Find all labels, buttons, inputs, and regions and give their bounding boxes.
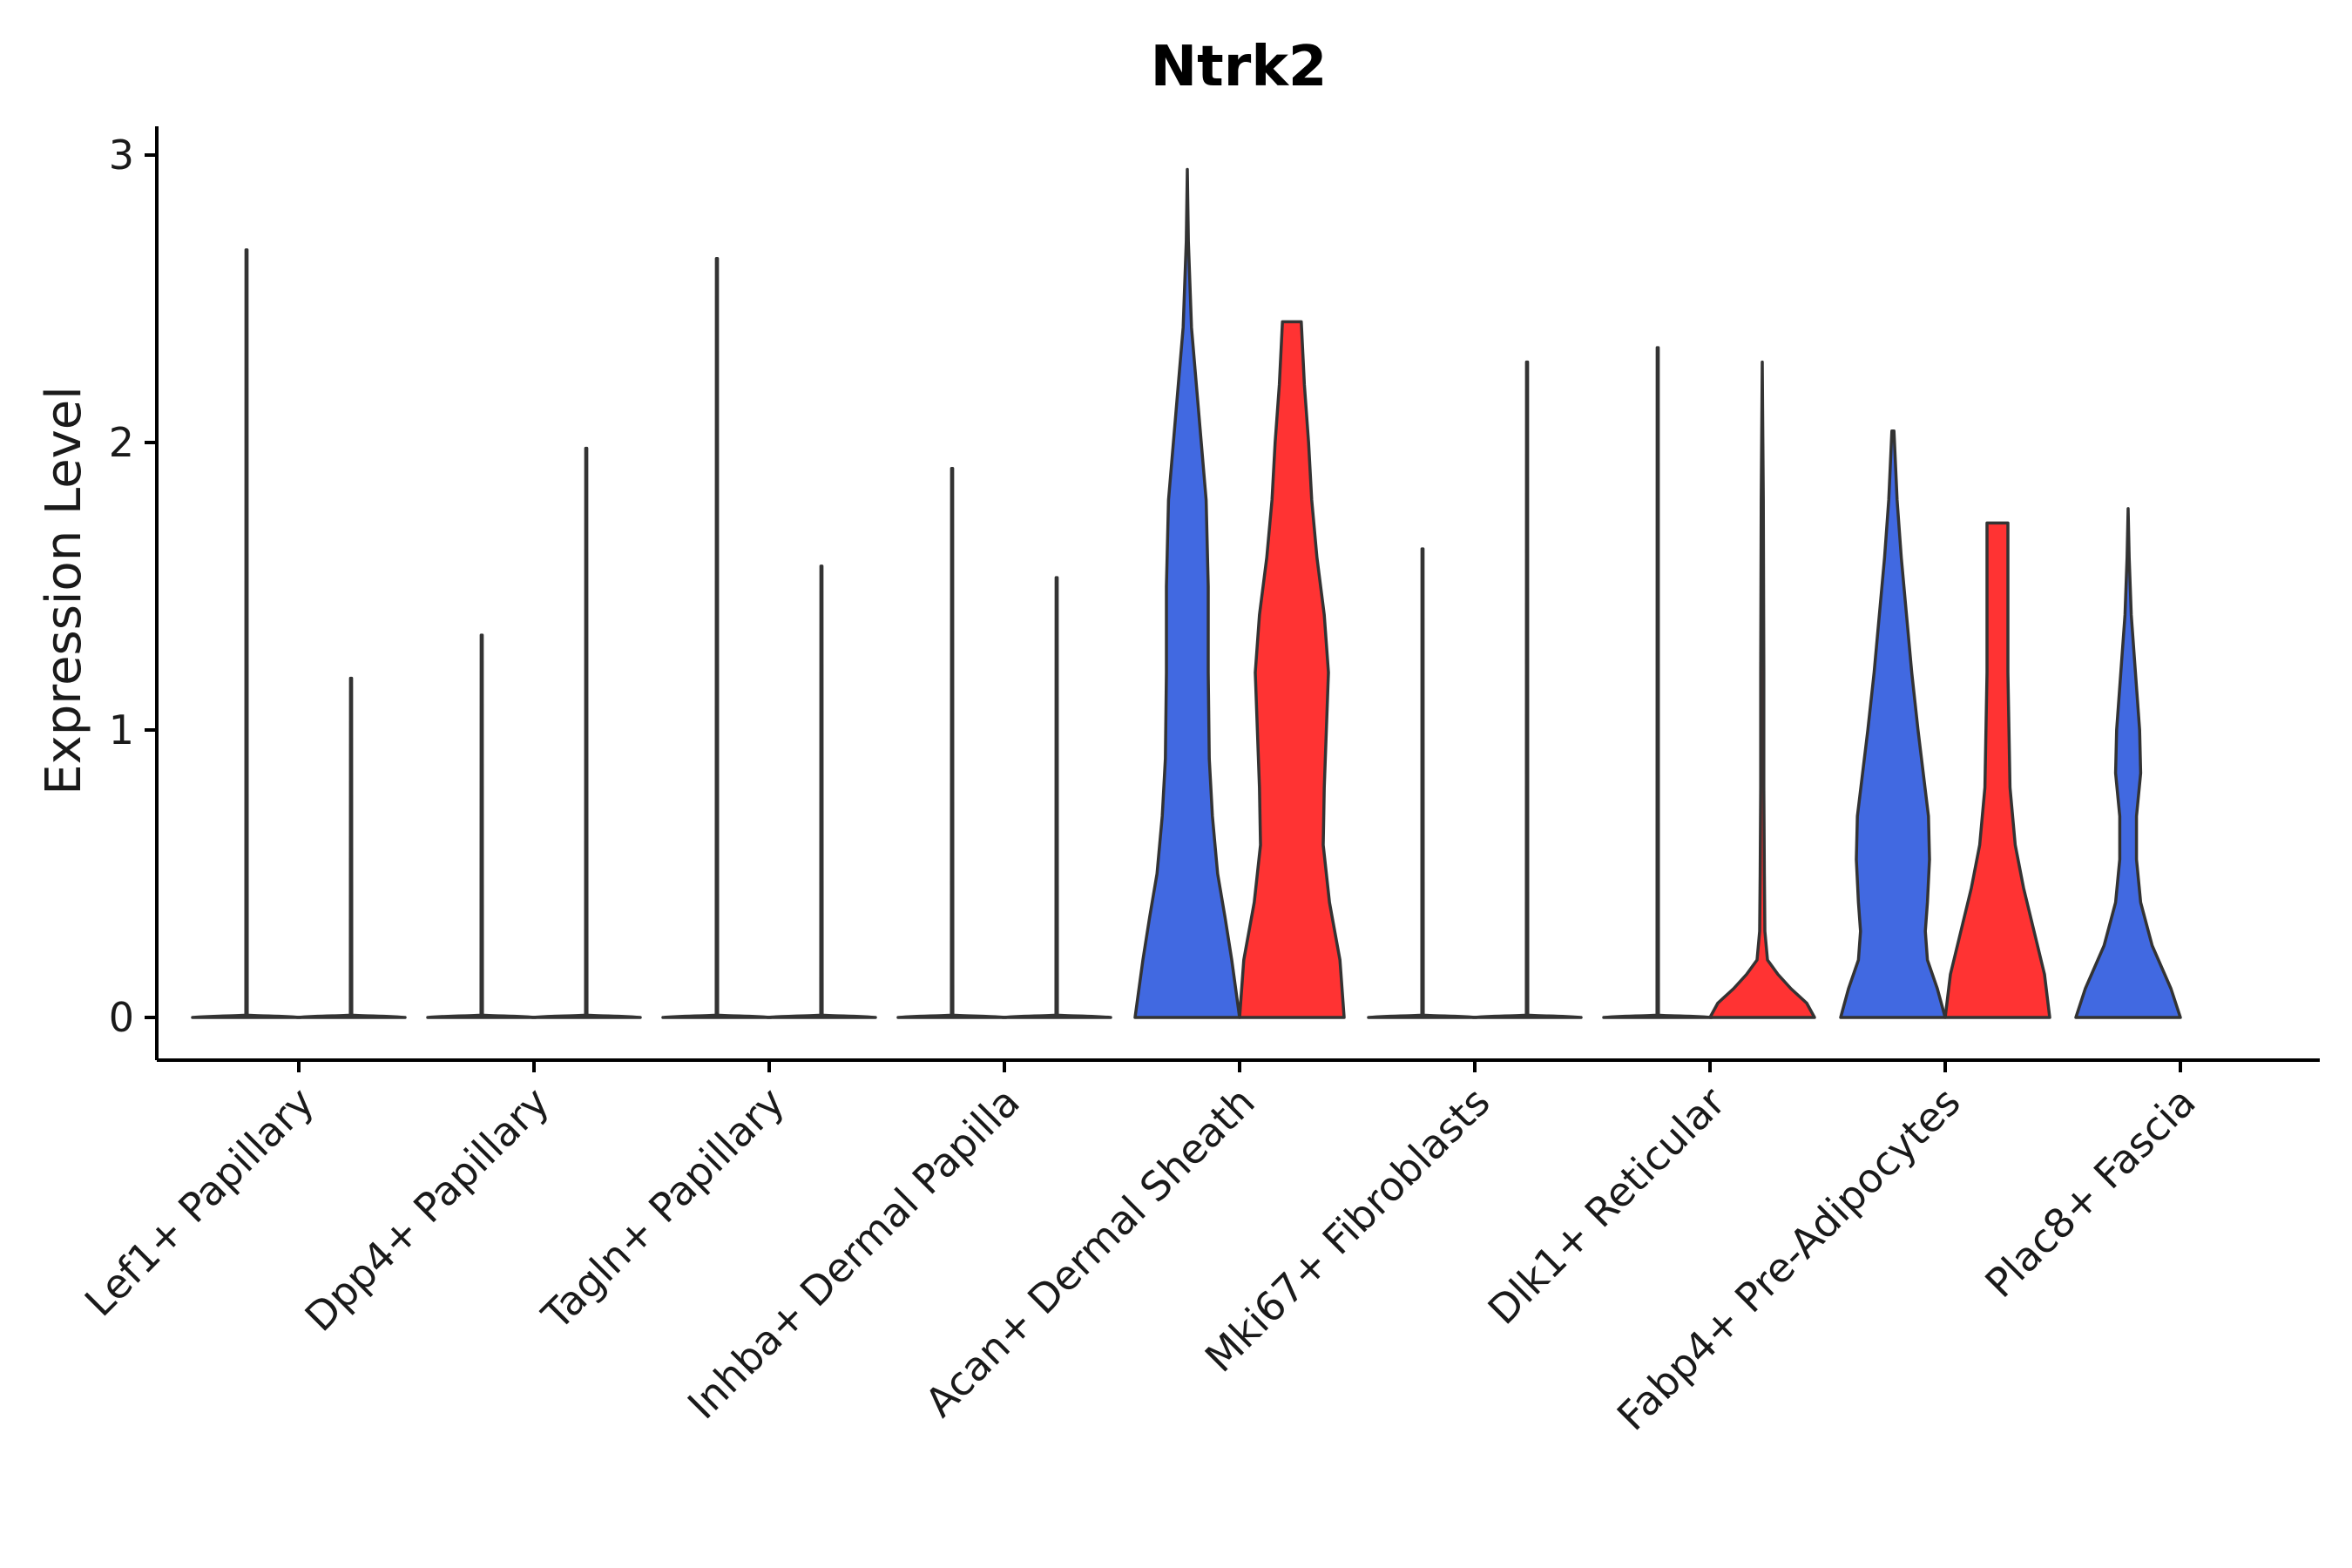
violin-b-3 [1001, 576, 1112, 1019]
y-tick-label: 2 [109, 419, 134, 466]
violin-a-8 [2074, 507, 2182, 1019]
y-tick-label: 3 [109, 132, 134, 179]
violin-b-1 [531, 446, 642, 1019]
violin-a-4 [1133, 167, 1241, 1019]
violin-a-7 [1839, 429, 1947, 1019]
y-tick-label: 1 [109, 706, 134, 754]
y-ticks: 0 1 2 3 [109, 132, 157, 1041]
violin-a-2 [661, 257, 773, 1019]
x-tick-label: Dpp4+ Papillary [296, 1078, 558, 1341]
y-axis-label: Expression Level [36, 386, 92, 795]
violin-b-5 [1471, 360, 1583, 1019]
x-tick-label: Lef1+ Papillary [76, 1078, 323, 1326]
violin-b-6 [1708, 360, 1816, 1019]
violin-group [191, 167, 2182, 1019]
violin-a-1 [426, 633, 537, 1019]
y-tick-label: 0 [109, 994, 134, 1041]
violin-a-6 [1602, 346, 1713, 1019]
violin-b-7 [1943, 521, 2051, 1019]
violin-a-0 [191, 248, 302, 1019]
violin-b-4 [1238, 320, 1346, 1019]
violin-a-3 [896, 466, 1008, 1019]
x-tick-label: Tagln+ Papillary [532, 1078, 794, 1340]
x-tick-label: Plac8+ Fascia [1976, 1078, 2204, 1307]
violin-b-0 [295, 676, 407, 1019]
violin-b-2 [766, 564, 877, 1019]
violin-a-5 [1367, 547, 1478, 1019]
x-tick-label: Dlk1+ Reticular [1479, 1078, 1734, 1334]
chart-title: Ntrk2 [1151, 35, 1328, 99]
